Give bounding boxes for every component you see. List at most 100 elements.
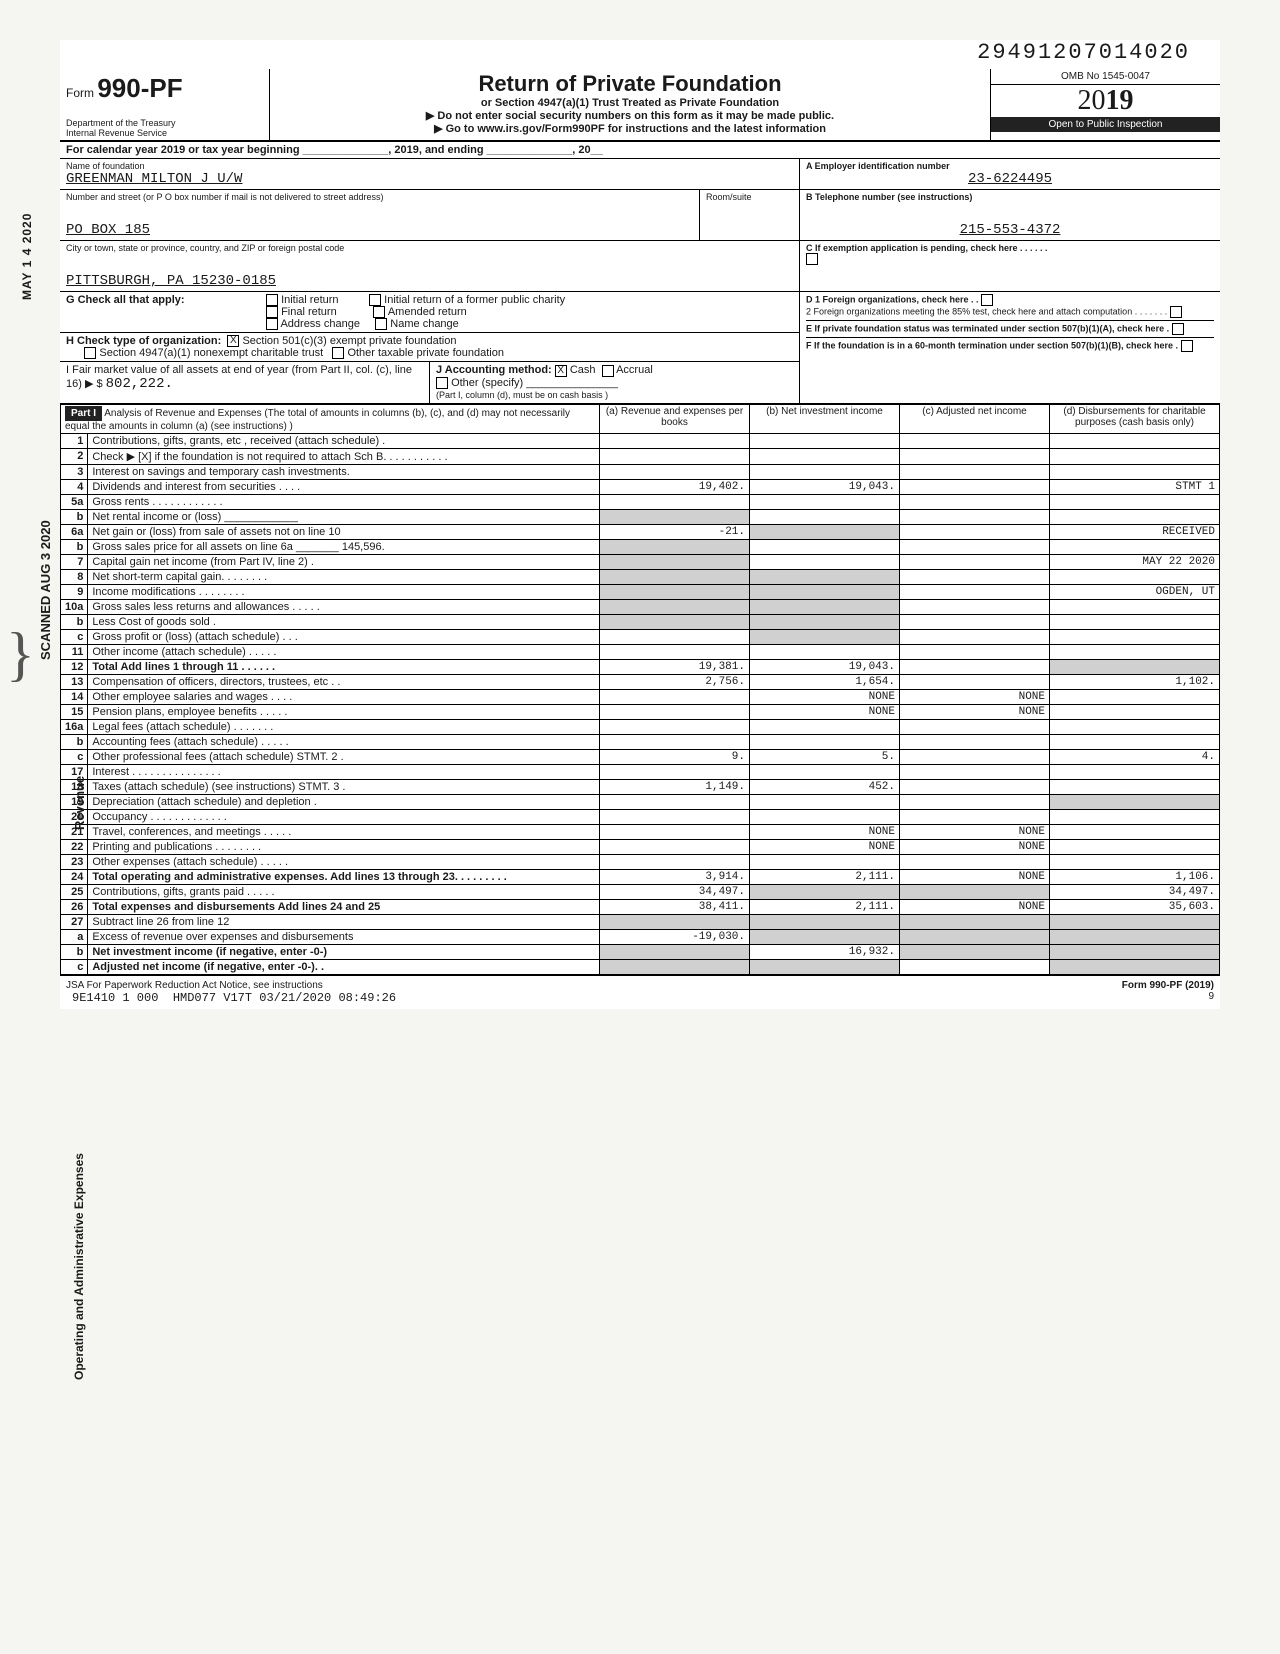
- col-b-header: (b) Net investment income: [750, 404, 900, 433]
- table-row: 4Dividends and interest from securities …: [61, 479, 1220, 494]
- city-value: PITTSBURGH, PA 15230-0185: [66, 273, 793, 289]
- revenue-side-label: Revenue: [72, 776, 87, 830]
- dept-label: Department of the Treasury Internal Reve…: [66, 118, 263, 138]
- curly-brace: }: [6, 620, 35, 689]
- addr-label: Number and street (or P O box number if …: [66, 192, 693, 202]
- h-opt-2: Other taxable private foundation: [347, 347, 504, 359]
- table-row: bLess Cost of goods sold .: [61, 614, 1220, 629]
- checkbox-addr-change[interactable]: [266, 318, 278, 330]
- table-row: 15Pension plans, employee benefits . . .…: [61, 704, 1220, 719]
- j-note: (Part I, column (d), must be on cash bas…: [436, 390, 608, 400]
- footer-hmd: HMD077 V17T 03/21/2020 08:49:26: [173, 991, 396, 1005]
- table-row: bGross sales price for all assets on lin…: [61, 539, 1220, 554]
- col-a-header: (a) Revenue and expenses per books: [600, 404, 750, 433]
- g-opt-5: Name change: [390, 318, 459, 330]
- col-c-header: (c) Adjusted net income: [900, 404, 1050, 433]
- address-value: PO BOX 185: [66, 222, 693, 238]
- form-page: 29491207014020 Form 990-PF Department of…: [60, 40, 1220, 1009]
- checkbox-d2[interactable]: [1170, 306, 1182, 318]
- part1-badge: Part I: [65, 406, 102, 421]
- footer-form-ref: Form 990-PF (2019): [1122, 980, 1214, 991]
- table-row: 12Total Add lines 1 through 11 . . . . .…: [61, 659, 1220, 674]
- table-row: cGross profit or (loss) (attach schedule…: [61, 629, 1220, 644]
- table-row: 20Occupancy . . . . . . . . . . . . .: [61, 809, 1220, 824]
- table-row: 9Income modifications . . . . . . . .OGD…: [61, 584, 1220, 599]
- checkbox-501c3[interactable]: X: [227, 335, 239, 347]
- table-row: 5aGross rents . . . . . . . . . . . .: [61, 494, 1220, 509]
- section-h-label: H Check type of organization:: [66, 335, 221, 347]
- table-row: bNet rental income or (loss) ___________…: [61, 509, 1220, 524]
- h-opt-0: Section 501(c)(3) exempt private foundat…: [242, 335, 456, 347]
- form-title: Return of Private Foundation: [276, 71, 984, 97]
- g-opt-0: Initial return: [281, 294, 338, 306]
- table-row: 27Subtract line 26 from line 12: [61, 914, 1220, 929]
- table-row: 22Printing and publications . . . . . . …: [61, 839, 1220, 854]
- section-f-label: F If the foundation is in a 60-month ter…: [806, 340, 1178, 350]
- omb-number: OMB No 1545-0047: [991, 69, 1220, 85]
- page-footer: JSA For Paperwork Reduction Act Notice, …: [60, 975, 1220, 1009]
- table-row: 3Interest on savings and temporary cash …: [61, 464, 1220, 479]
- footer-page-num: 9: [1208, 991, 1214, 1002]
- section-d2-label: 2 Foreign organizations meeting the 85% …: [806, 306, 1167, 316]
- form-subtitle: or Section 4947(a)(1) Trust Treated as P…: [276, 97, 984, 109]
- checkbox-other-method[interactable]: [436, 377, 448, 389]
- checkbox-initial-former[interactable]: [369, 294, 381, 306]
- checkbox-cash[interactable]: X: [555, 365, 567, 377]
- checkbox-c[interactable]: [806, 253, 818, 265]
- table-row: bAccounting fees (attach schedule) . . .…: [61, 734, 1220, 749]
- table-row: 7Capital gain net income (from Part IV, …: [61, 554, 1220, 569]
- footer-left: JSA For Paperwork Reduction Act Notice, …: [66, 980, 323, 991]
- table-row: 1Contributions, gifts, grants, etc , rec…: [61, 433, 1220, 448]
- g-opt-1: Final return: [281, 306, 337, 318]
- j-opt-0: Cash: [570, 364, 596, 376]
- checkbox-final[interactable]: [266, 306, 278, 318]
- table-row: 18Taxes (attach schedule) (see instructi…: [61, 779, 1220, 794]
- ein-value: 23-6224495: [806, 171, 1214, 187]
- checkbox-name-change[interactable]: [375, 318, 387, 330]
- table-row: 19Depreciation (attach schedule) and dep…: [61, 794, 1220, 809]
- j-opt-2: Other (specify): [451, 377, 523, 389]
- checkbox-amended[interactable]: [373, 306, 385, 318]
- section-b-label: B Telephone number (see instructions): [806, 192, 1214, 202]
- form-header: Form 990-PF Department of the Treasury I…: [60, 69, 1220, 142]
- open-inspection: Open to Public Inspection: [991, 117, 1220, 132]
- section-c-label: C If exemption application is pending, c…: [806, 243, 1214, 253]
- city-label: City or town, state or province, country…: [66, 243, 793, 253]
- part1-desc: Analysis of Revenue and Expenses (The to…: [65, 408, 570, 432]
- table-row: 13Compensation of officers, directors, t…: [61, 674, 1220, 689]
- h-opt-1: Section 4947(a)(1) nonexempt charitable …: [99, 347, 323, 359]
- g-opt-4: Amended return: [388, 306, 467, 318]
- name-label: Name of foundation: [66, 161, 793, 171]
- checkbox-d1[interactable]: [981, 294, 993, 306]
- table-row: 21Travel, conferences, and meetings . . …: [61, 824, 1220, 839]
- table-row: 26Total expenses and disbursements Add l…: [61, 899, 1220, 914]
- room-label: Room/suite: [706, 192, 793, 202]
- g-opt-3: Initial return of a former public charit…: [384, 294, 565, 306]
- section-a-label: A Employer identification number: [806, 161, 1214, 171]
- table-row: 11Other income (attach schedule) . . . .…: [61, 644, 1220, 659]
- table-row: cAdjusted net income (if negative, enter…: [61, 959, 1220, 974]
- phone-value: 215-553-4372: [806, 222, 1214, 238]
- foundation-name: GREENMAN MILTON J U/W: [66, 171, 793, 187]
- form-note-2: ▶ Go to www.irs.gov/Form990PF for instru…: [276, 122, 984, 135]
- table-row: 6aNet gain or (loss) from sale of assets…: [61, 524, 1220, 539]
- tax-year: 20201919: [991, 85, 1220, 117]
- side-scan-stamp: SCANNED AUG 3 2020: [38, 520, 53, 660]
- checkbox-initial[interactable]: [266, 294, 278, 306]
- checkbox-other-tax[interactable]: [332, 347, 344, 359]
- checkbox-accrual[interactable]: [602, 365, 614, 377]
- top-barcode-number: 29491207014020: [60, 40, 1220, 65]
- section-d1-label: D 1 Foreign organizations, check here . …: [806, 294, 979, 304]
- section-e-label: E If private foundation status was termi…: [806, 323, 1169, 333]
- table-row: 14Other employee salaries and wages . . …: [61, 689, 1220, 704]
- checkbox-4947[interactable]: [84, 347, 96, 359]
- section-j-label: J Accounting method:: [436, 364, 552, 376]
- section-g-label: G Check all that apply:: [60, 292, 260, 332]
- g-opt-2: Address change: [280, 318, 360, 330]
- checkbox-f[interactable]: [1181, 340, 1193, 352]
- table-row: aExcess of revenue over expenses and dis…: [61, 929, 1220, 944]
- checkbox-e[interactable]: [1172, 323, 1184, 335]
- table-row: 25Contributions, gifts, grants paid . . …: [61, 884, 1220, 899]
- table-row: 16aLegal fees (attach schedule) . . . . …: [61, 719, 1220, 734]
- table-row: bNet investment income (if negative, ent…: [61, 944, 1220, 959]
